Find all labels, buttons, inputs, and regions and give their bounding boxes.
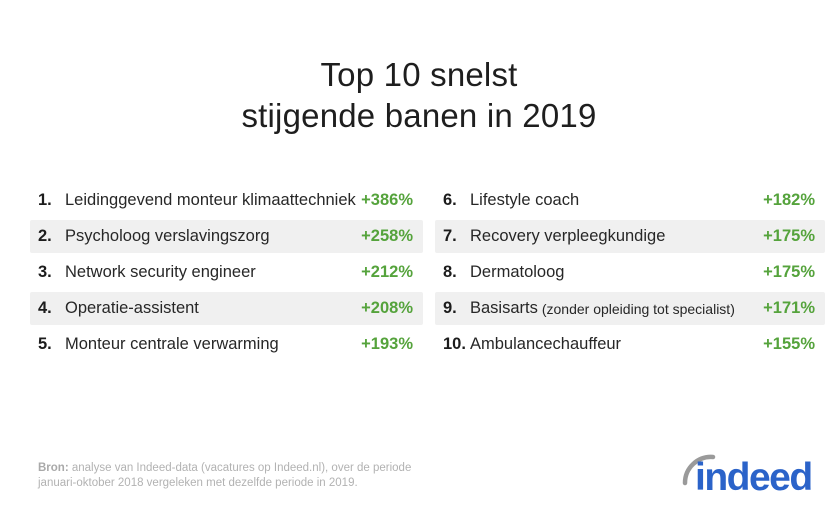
list-item: 7. Recovery verpleegkundige +175% [435, 220, 825, 253]
growth-percentage: +155% [763, 335, 815, 353]
source-line1: Bron: analyse van Indeed-data (vacatures… [38, 461, 468, 476]
ranking-column-right: 6. Lifestyle coach +182% 7. Recovery ver… [435, 181, 825, 364]
rank-number: 2. [38, 227, 52, 245]
job-label: Monteur centrale verwarming [65, 335, 279, 353]
list-item: 1. Leidinggevend monteur klimaattechniek… [30, 184, 423, 217]
list-item: 2. Psycholoog verslavingszorg +258% [30, 220, 423, 253]
indeed-logo-arc-icon [682, 451, 718, 492]
rank-number: 1. [38, 191, 52, 209]
rank-number: 6. [443, 191, 457, 209]
list-item: 10. Ambulancechauffeur +155% [435, 328, 825, 361]
growth-percentage: +175% [763, 263, 815, 281]
indeed-logo: indeed [682, 449, 814, 507]
growth-percentage: +208% [361, 299, 413, 317]
source-line1-text: analyse van Indeed-data (vacatures op In… [68, 462, 412, 474]
list-item: 5. Monteur centrale verwarming +193% [30, 328, 423, 361]
growth-percentage: +171% [763, 299, 815, 317]
list-item: 9. Basisarts (zonder opleiding tot speci… [435, 292, 825, 325]
rank-number: 10. [443, 335, 466, 353]
list-item: 8. Dermatoloog +175% [435, 256, 825, 289]
rank-number: 8. [443, 263, 457, 281]
job-label: Operatie-assistent [65, 299, 199, 317]
job-label: Basisarts [470, 299, 538, 317]
growth-percentage: +182% [763, 191, 815, 209]
source-label: Bron: [38, 462, 69, 474]
list-item: 4. Operatie-assistent +208% [30, 292, 423, 325]
growth-percentage: +193% [361, 335, 413, 353]
growth-percentage: +212% [361, 263, 413, 281]
job-label: Dermatoloog [470, 263, 565, 281]
job-label: Network security engineer [65, 263, 256, 281]
source-line2: januari-oktober 2018 vergeleken met deze… [38, 477, 358, 489]
source-note: Bron: analyse van Indeed-data (vacatures… [38, 461, 468, 491]
job-label: Psycholoog verslavingszorg [65, 227, 270, 245]
job-label: Leidinggevend monteur klimaattechniek [65, 191, 356, 209]
list-item: 6. Lifestyle coach +182% [435, 184, 825, 217]
job-label: Recovery verpleegkundige [470, 227, 666, 245]
growth-percentage: +386% [361, 191, 413, 209]
page-title: Top 10 snelst stijgende banen in 2019 [0, 54, 838, 136]
ranking-column-left: 1. Leidinggevend monteur klimaattechniek… [30, 181, 423, 364]
job-label: Lifestyle coach [470, 191, 580, 209]
job-note: (zonder opleiding tot specialist) [541, 300, 735, 317]
page-title-line1: Top 10 snelst [320, 56, 518, 93]
rank-number: 7. [443, 227, 457, 245]
rank-number: 4. [38, 299, 52, 317]
list-item: 3. Network security engineer +212% [30, 256, 423, 289]
growth-percentage: +175% [763, 227, 815, 245]
job-label: Ambulancechauffeur [470, 335, 622, 353]
indeed-logo-text: indeed [695, 456, 813, 499]
rank-number: 5. [38, 335, 52, 353]
growth-percentage: +258% [361, 227, 413, 245]
rank-number: 3. [38, 263, 52, 281]
page-title-line2: stijgende banen in 2019 [241, 97, 597, 134]
rank-number: 9. [443, 299, 457, 317]
